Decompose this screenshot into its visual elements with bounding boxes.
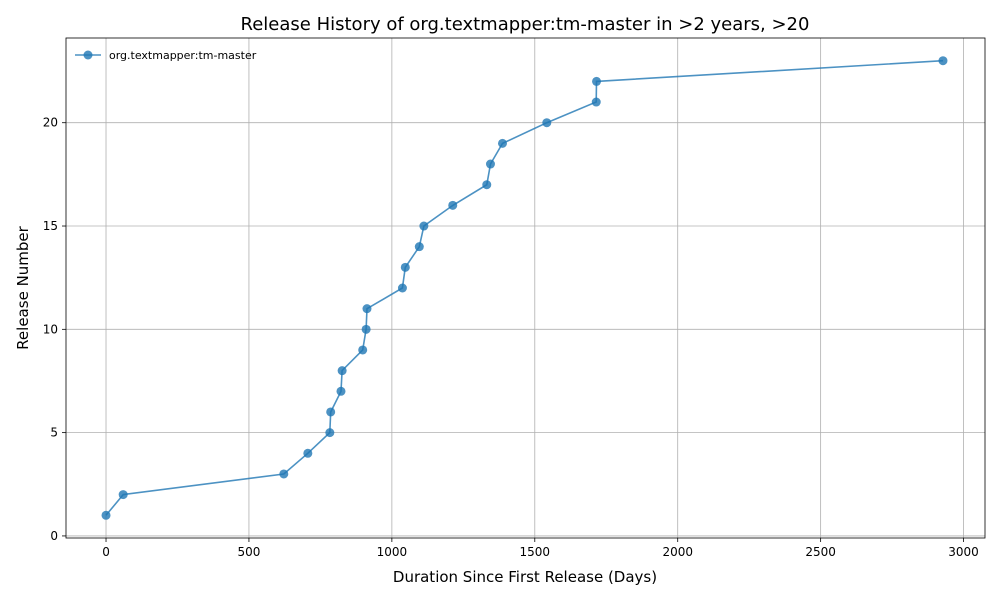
data-point bbox=[400, 262, 410, 272]
data-point bbox=[101, 510, 111, 520]
data-point bbox=[397, 283, 407, 293]
legend: org.textmapper:tm-master bbox=[75, 49, 257, 62]
x-tick-label: 1000 bbox=[377, 545, 408, 559]
x-tick-label: 1500 bbox=[520, 545, 551, 559]
x-tick-label: 3000 bbox=[948, 545, 979, 559]
data-point bbox=[497, 138, 507, 148]
data-point bbox=[482, 180, 492, 190]
data-point bbox=[336, 386, 346, 396]
legend-label: org.textmapper:tm-master bbox=[109, 49, 257, 62]
data-point bbox=[362, 304, 372, 314]
y-tick-label: 20 bbox=[43, 116, 58, 130]
series-line bbox=[105, 59, 944, 516]
data-point bbox=[592, 76, 602, 86]
x-tick-label: 2500 bbox=[805, 545, 836, 559]
x-tick-label: 0 bbox=[102, 545, 110, 559]
data-point bbox=[419, 221, 429, 231]
data-point bbox=[591, 97, 601, 107]
data-point bbox=[414, 242, 424, 252]
y-tick-label: 5 bbox=[50, 426, 58, 440]
legend-marker bbox=[83, 50, 93, 60]
y-axis-label: Release Number bbox=[14, 225, 32, 349]
data-point bbox=[485, 159, 495, 169]
grid-lines bbox=[66, 38, 985, 538]
data-point bbox=[303, 448, 313, 458]
data-point bbox=[118, 490, 128, 500]
data-point bbox=[279, 469, 289, 479]
chart-title: Release History of org.textmapper:tm-mas… bbox=[241, 14, 810, 35]
series-layer bbox=[101, 56, 948, 520]
data-point bbox=[337, 366, 347, 376]
data-point bbox=[938, 56, 948, 66]
data-point bbox=[542, 118, 552, 128]
plot-frame bbox=[65, 37, 986, 539]
y-tick-label: 15 bbox=[43, 219, 58, 233]
data-point bbox=[325, 428, 335, 438]
data-point bbox=[448, 200, 458, 210]
data-point bbox=[326, 407, 336, 417]
y-tick-label: 0 bbox=[50, 529, 58, 543]
x-axis-label: Duration Since First Release (Days) bbox=[393, 568, 657, 586]
y-tick-label: 10 bbox=[43, 322, 58, 336]
axis-ticks: 0 500 1000 1500 2000 2500 3000 0 5 10 15 20 bbox=[43, 116, 979, 559]
x-tick-label: 500 bbox=[237, 545, 260, 559]
data-point bbox=[358, 345, 368, 355]
x-tick-label: 2000 bbox=[662, 545, 693, 559]
data-point bbox=[361, 324, 371, 334]
